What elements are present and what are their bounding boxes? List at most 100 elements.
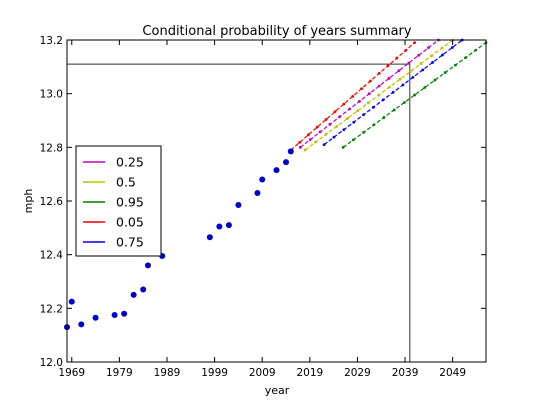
series-point [423,86,427,89]
legend-item-0.05: 0.05 [83,215,144,230]
series-point [388,85,391,89]
series-point [413,41,416,45]
observed-point [92,314,99,321]
legend-label: 0.5 [116,175,136,190]
series-0.5 [303,38,455,152]
x-tick-label: 2029 [344,367,371,379]
series-point [395,56,399,60]
series-point [443,71,447,74]
x-tick-label: 2019 [296,367,323,379]
series-point [315,125,319,129]
observed-point [273,167,280,174]
series-point [372,105,375,109]
x-tick-label: 2039 [392,367,419,379]
legend-label: 0.95 [116,195,144,210]
x-tick-label: 1999 [201,367,228,379]
series-point [430,54,433,58]
x-axis-title: year [265,384,290,397]
reference-lines [67,63,411,362]
x-tick-label: 2049 [439,367,466,379]
legend-label: 0.05 [116,215,144,230]
series-point [366,101,370,105]
series-point [345,117,349,120]
series-point [386,64,390,68]
series-point [474,48,478,52]
observed-point [68,298,75,305]
legend-box [75,145,162,257]
series-point [362,130,365,134]
series-0.25 [298,38,440,149]
series-0.05 [289,41,416,152]
series-point [298,145,302,149]
observed-point [140,286,147,293]
series-point [392,108,396,112]
observed-point [235,202,242,209]
legend-label: 0.75 [116,235,144,250]
series-point [417,53,421,57]
y-tick-label: 12.4 [40,250,64,262]
series-point [413,93,416,97]
y-tick-label: 13.2 [40,35,63,47]
series-point [440,46,444,50]
y-tick-label: 12.2 [40,303,63,315]
y-tick-label: 13.0 [40,89,63,101]
series-point [377,71,381,75]
series-point [381,98,385,102]
series-line [342,42,487,148]
legend-item-0.75: 0.75 [83,235,144,250]
observed-point [121,310,128,317]
series-point [411,75,415,79]
series-point [322,143,326,147]
series-point [333,110,337,114]
series-point [307,133,310,137]
x-tick-label: 1979 [106,367,133,379]
series-point [377,93,381,97]
y-axis: 12.0 12.2 12.4 12.6 12.8 13.0 13.2 [40,35,486,369]
series-point [397,69,401,73]
series-point [409,70,412,73]
series-point [335,125,339,128]
series-point [324,117,328,121]
series-point [328,122,332,126]
series-point [377,84,381,88]
y-tick-label: 12.0 [40,357,63,369]
x-tick-label: 2009 [249,367,276,379]
series-point [402,101,406,104]
legend-label: 0.25 [116,155,144,170]
series-point [298,140,302,144]
observed-point [259,176,266,183]
observed-point [144,262,151,269]
observed-point [216,223,223,230]
series-point [368,79,372,83]
observed-point [78,321,85,328]
series-point [407,61,411,65]
series-point [453,63,457,67]
y-axis-title: mph [22,189,35,214]
series-point [362,113,365,117]
series-point [404,48,408,52]
series-point [441,53,444,57]
series-point [450,46,454,49]
series-point [351,138,355,142]
series-point [358,99,361,103]
series-point [431,61,435,64]
series-point [427,46,430,50]
series-point [382,116,386,119]
series-point [360,87,363,91]
series-point [419,62,423,65]
observed-point [130,291,137,298]
y-tick-label: 12.6 [40,196,64,208]
x-tick-label: 1969 [58,367,85,379]
y-tick-label: 12.8 [40,142,63,154]
observed-point [111,312,118,319]
series-0.95 [341,41,488,149]
series-point [391,90,395,94]
series-point [324,132,328,136]
series-point [308,138,312,142]
observed-point [254,189,261,196]
legend-item-0.5: 0.5 [83,175,136,190]
series-point [342,102,346,106]
series-point [401,83,405,87]
chart-title: Conditional probability of years summary [142,24,411,39]
series-point [338,115,342,119]
